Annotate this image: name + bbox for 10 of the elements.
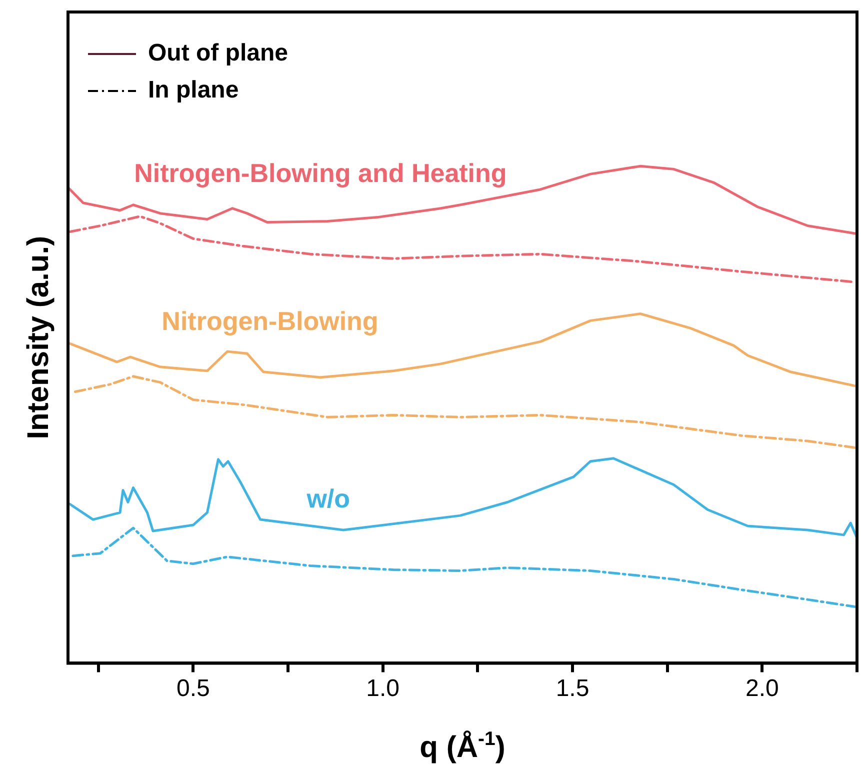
x-tick-label: 1.5 bbox=[556, 675, 590, 702]
series-label: w/o bbox=[306, 484, 350, 514]
series-label: Nitrogen-Blowing bbox=[162, 306, 378, 336]
legend-label: Out of plane bbox=[148, 40, 288, 67]
legend-label: In plane bbox=[148, 76, 239, 104]
x-tick-label: 2.0 bbox=[745, 675, 779, 702]
x-tick-label: 0.5 bbox=[176, 675, 210, 702]
y-axis-title: Intensity (a.u.) bbox=[22, 236, 55, 440]
x-tick-label: 1.0 bbox=[366, 675, 400, 702]
series-label: Nitrogen-Blowing and Heating bbox=[134, 158, 507, 188]
